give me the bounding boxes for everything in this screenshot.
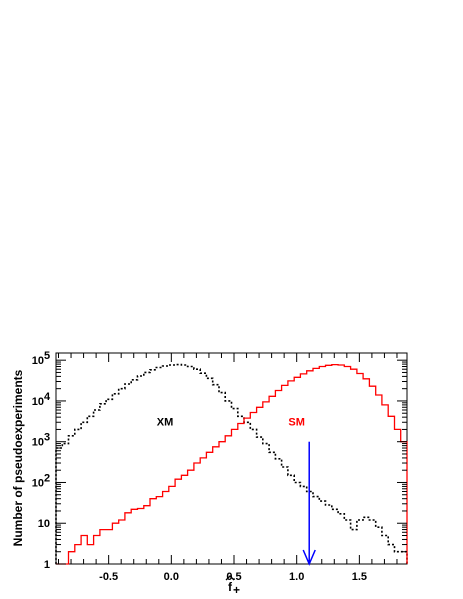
x-tick-label: 0.5 [226, 571, 241, 583]
y-tick-exponent: 4 [44, 391, 51, 403]
y-tick-label: 10 [32, 477, 44, 489]
y-tick-exponent: 5 [44, 350, 50, 362]
y-tick-exponent: 3 [44, 432, 50, 444]
x-tick-label: 1.5 [352, 571, 367, 583]
series-sm [56, 363, 408, 565]
y-tick-label: 10 [32, 355, 44, 367]
x-axis-title-subscript: + [233, 583, 240, 597]
y-tick-exponent: 2 [44, 472, 50, 484]
y-tick-label: 1 [44, 559, 50, 571]
x-tick-label: 0.0 [164, 571, 179, 583]
annotation-sm: SM [288, 416, 305, 428]
x-axis-title-symbol: f [228, 580, 233, 594]
x-tick-label: -0.5 [99, 571, 118, 583]
annotation-xm: XM [157, 416, 174, 428]
series-layer [55, 363, 408, 565]
plot-frame [55, 352, 408, 565]
y-axis-title: Number of pseudoexperiments [11, 369, 25, 546]
y-tick-label: 10 [32, 396, 44, 408]
x-axis-title-hat [225, 575, 235, 581]
y-tick-label: 10 [38, 518, 50, 530]
x-tick-label: 1.0 [289, 571, 304, 583]
arrow-layer [302, 441, 316, 566]
y-tick-label: 10 [32, 437, 44, 449]
x-axis-title: f + [225, 575, 240, 597]
arrow-head [302, 549, 316, 566]
series-xm [55, 363, 408, 564]
